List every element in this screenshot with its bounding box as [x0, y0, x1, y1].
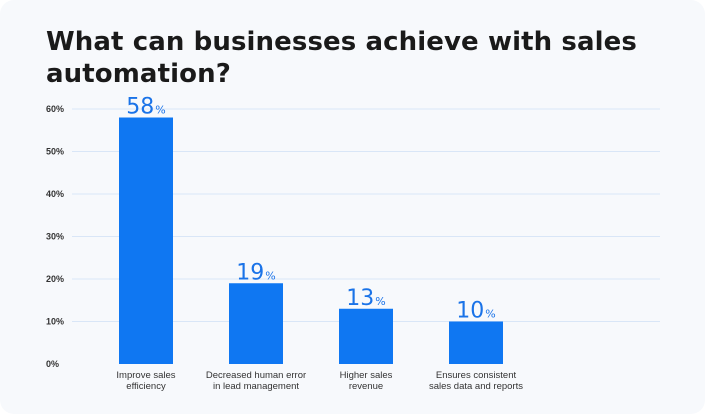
- bar: [339, 308, 393, 364]
- bar: [229, 283, 283, 364]
- chart-title-line-2: automation?: [46, 59, 231, 89]
- y-tick-label: 60%: [46, 104, 64, 114]
- x-category-label: Higher sales revenue: [340, 370, 393, 392]
- chart-title: What can businesses achieve with sales a…: [46, 26, 646, 90]
- bar: [119, 117, 173, 364]
- x-category-label: Ensures consistent sales data and reports: [429, 370, 523, 392]
- x-category-label: Decreased human error in lead management: [206, 370, 306, 392]
- y-tick-label: 50%: [46, 147, 64, 157]
- chart-title-line-1: What can businesses achieve with sales: [46, 27, 637, 57]
- y-tick-label: 10%: [46, 317, 64, 327]
- x-category-label: Improve sales efficiency: [116, 370, 175, 392]
- data-label: 13%: [346, 286, 385, 311]
- y-tick-label: 40%: [46, 189, 64, 199]
- y-tick-label: 30%: [46, 232, 64, 242]
- data-label: 10%: [456, 299, 495, 324]
- y-tick-label: 0%: [46, 359, 59, 369]
- data-label: 58%: [126, 95, 165, 120]
- y-tick-label: 20%: [46, 274, 64, 284]
- data-label: 19%: [236, 260, 275, 285]
- bar: [449, 321, 503, 364]
